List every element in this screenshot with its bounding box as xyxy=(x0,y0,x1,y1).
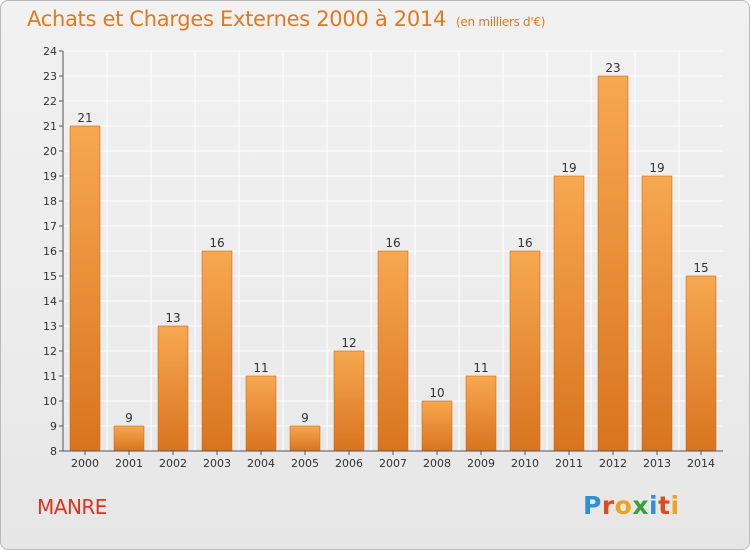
x-tick-label: 2007 xyxy=(379,457,407,470)
logo-letter: o xyxy=(614,491,633,520)
x-tick-label: 2014 xyxy=(687,457,715,470)
bar-value-label: 9 xyxy=(125,411,133,425)
x-tick-label: 2009 xyxy=(467,457,495,470)
logo-letter: P xyxy=(583,491,602,520)
x-tick-label: 2000 xyxy=(71,457,99,470)
bar-2006 xyxy=(333,350,365,452)
chart-title: Achats et Charges Externes 2000 à 2014 (e… xyxy=(27,7,545,31)
bar-2001 xyxy=(113,425,145,452)
bars: 21 9 13 16 11 9 12 16 10 11 16 19 23 19 15 xyxy=(69,61,717,452)
bar-2000 xyxy=(69,125,101,452)
bar-2011 xyxy=(553,175,585,452)
x-tick-label: 2013 xyxy=(643,457,671,470)
bar-value-label: 12 xyxy=(341,336,356,350)
bar-2002 xyxy=(157,325,189,452)
x-tick-label: 2012 xyxy=(599,457,627,470)
bar-2004 xyxy=(245,375,277,452)
x-tick-label: 2003 xyxy=(203,457,231,470)
y-tick-label: 12 xyxy=(43,345,57,358)
proxiti-logo: Proxiti xyxy=(583,491,680,520)
y-tick-label: 24 xyxy=(43,45,57,58)
y-tick-label: 19 xyxy=(43,170,57,183)
x-tick-label: 2002 xyxy=(159,457,187,470)
bar-value-label: 16 xyxy=(209,236,224,250)
y-tick-label: 20 xyxy=(43,145,57,158)
x-tick-label: 2005 xyxy=(291,457,319,470)
logo-letter: x xyxy=(632,491,649,520)
bar-value-label: 15 xyxy=(693,261,708,275)
y-tick-label: 10 xyxy=(43,395,57,408)
x-tick-label: 2010 xyxy=(511,457,539,470)
bar-value-label: 10 xyxy=(429,386,444,400)
y-tick-label: 14 xyxy=(43,295,57,308)
bar-2014 xyxy=(685,275,717,452)
y-tick-label: 11 xyxy=(43,370,57,383)
chart-unit: (en milliers d'€) xyxy=(456,15,546,29)
bar-2003 xyxy=(201,250,233,452)
bar-2012 xyxy=(597,75,629,452)
x-tick-label: 2008 xyxy=(423,457,451,470)
y-tick-label: 8 xyxy=(50,445,57,458)
y-tick-label: 23 xyxy=(43,70,57,83)
y-tick-label: 17 xyxy=(43,220,57,233)
y-tick-label: 9 xyxy=(50,420,57,433)
bar-value-label: 9 xyxy=(301,411,309,425)
bar-value-label: 11 xyxy=(253,361,268,375)
x-tick-label: 2004 xyxy=(247,457,275,470)
bar-2007 xyxy=(377,250,409,452)
x-tick-label: 2001 xyxy=(115,457,143,470)
logo-letter: i xyxy=(649,491,659,520)
x-tick-label: 2011 xyxy=(555,457,583,470)
bar-value-label: 16 xyxy=(517,236,532,250)
y-tick-label: 16 xyxy=(43,245,57,258)
y-tick-label: 21 xyxy=(43,120,57,133)
bar-2010 xyxy=(509,250,541,452)
bar-2005 xyxy=(289,425,321,452)
bar-value-label: 21 xyxy=(77,111,92,125)
logo-letter: r xyxy=(601,491,615,520)
bar-value-label: 16 xyxy=(385,236,400,250)
logo-letter: i xyxy=(670,491,680,520)
axes: 8 9 10 11 12 13 14 15 16 17 18 19 20 21 22 23 24 2000 2001… xyxy=(43,45,723,470)
bar-value-label: 13 xyxy=(165,311,180,325)
bar-2013 xyxy=(641,175,673,452)
bar-value-label: 19 xyxy=(649,161,664,175)
bar-value-label: 19 xyxy=(561,161,576,175)
bar-value-label: 11 xyxy=(473,361,488,375)
commune-name: MANRE xyxy=(37,495,107,519)
y-tick-label: 18 xyxy=(43,195,57,208)
y-tick-label: 13 xyxy=(43,320,57,333)
bar-2008 xyxy=(421,400,453,452)
bar-2009 xyxy=(465,375,497,452)
logo-letter: t xyxy=(658,491,671,520)
y-tick-label: 15 xyxy=(43,270,57,283)
x-tick-label: 2006 xyxy=(335,457,363,470)
bar-value-label: 23 xyxy=(605,61,620,75)
chart-title-text: Achats et Charges Externes 2000 à 2014 xyxy=(27,7,447,31)
y-tick-label: 22 xyxy=(43,95,57,108)
